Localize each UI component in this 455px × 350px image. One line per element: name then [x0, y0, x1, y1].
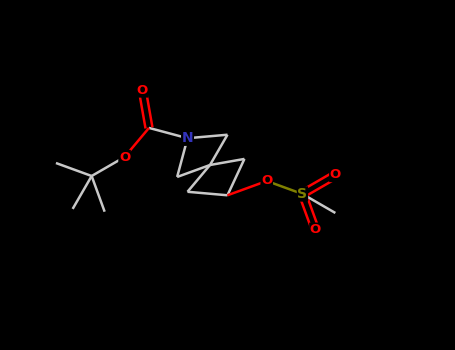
Text: O: O — [137, 84, 148, 97]
Text: O: O — [261, 175, 273, 188]
Text: S: S — [298, 187, 308, 201]
Text: N: N — [182, 131, 193, 145]
Text: O: O — [330, 168, 341, 182]
Text: O: O — [310, 223, 321, 236]
Text: O: O — [119, 150, 130, 163]
